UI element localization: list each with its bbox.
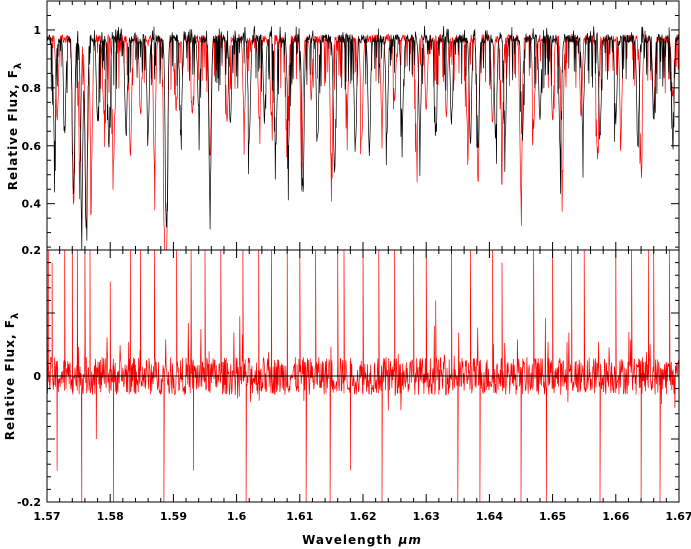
bottom-panel-ticks: 1.57 1.58 1.59 1.6 1.61 1.62 1.63 1.64 1.65 1.66 1… bbox=[17, 244, 691, 523]
x-tick-label: 1.59 bbox=[160, 510, 187, 523]
x-tick-label: 1.64 bbox=[476, 510, 503, 523]
x-tick-label: 1.58 bbox=[97, 510, 124, 523]
bottom-panel-y-tick-label: 0 bbox=[33, 370, 41, 383]
top-panel: 0.4 0.6 0.8 1 Relative Flux, Fλ bbox=[6, 0, 680, 251]
x-tick-label: 1.67 bbox=[665, 510, 691, 523]
x-tick-label: 1.65 bbox=[539, 510, 566, 523]
observed-spectrum-line bbox=[46, 25, 680, 251]
x-tick-label: 1.57 bbox=[33, 510, 60, 523]
top-panel-y-tick-label: 0.4 bbox=[22, 198, 42, 211]
x-tick-label: 1.6 bbox=[227, 510, 247, 523]
bottom-panel-y-tick-label: -0.2 bbox=[17, 496, 41, 509]
top-panel-y-tick-label: 0.8 bbox=[22, 82, 42, 95]
x-tick-label: 1.61 bbox=[286, 510, 313, 523]
x-tick-label: 1.66 bbox=[602, 510, 629, 523]
x-tick-label: 1.63 bbox=[413, 510, 440, 523]
top-panel-y-tick-label: 1 bbox=[33, 24, 41, 37]
x-axis-title: Wavelength μm bbox=[302, 533, 422, 547]
top-panel-ticks: 0.4 0.6 0.8 1 bbox=[22, 0, 680, 250]
x-tick-label: 1.62 bbox=[349, 510, 376, 523]
bottom-panel-plot-area bbox=[46, 249, 680, 503]
bottom-panel-ylabel: Relative Flux, Fλ bbox=[3, 312, 21, 440]
top-panel-ylabel: Relative Flux, Fλ bbox=[6, 62, 24, 190]
top-panel-y-tick-label: 0.6 bbox=[22, 140, 42, 153]
top-panel-plot-area bbox=[46, 25, 680, 251]
bottom-panel: 1.57 1.58 1.59 1.6 1.61 1.62 1.63 1.64 1.65 1.66 1… bbox=[3, 244, 691, 547]
bottom-panel-y-tick-label: 0.2 bbox=[22, 244, 42, 257]
